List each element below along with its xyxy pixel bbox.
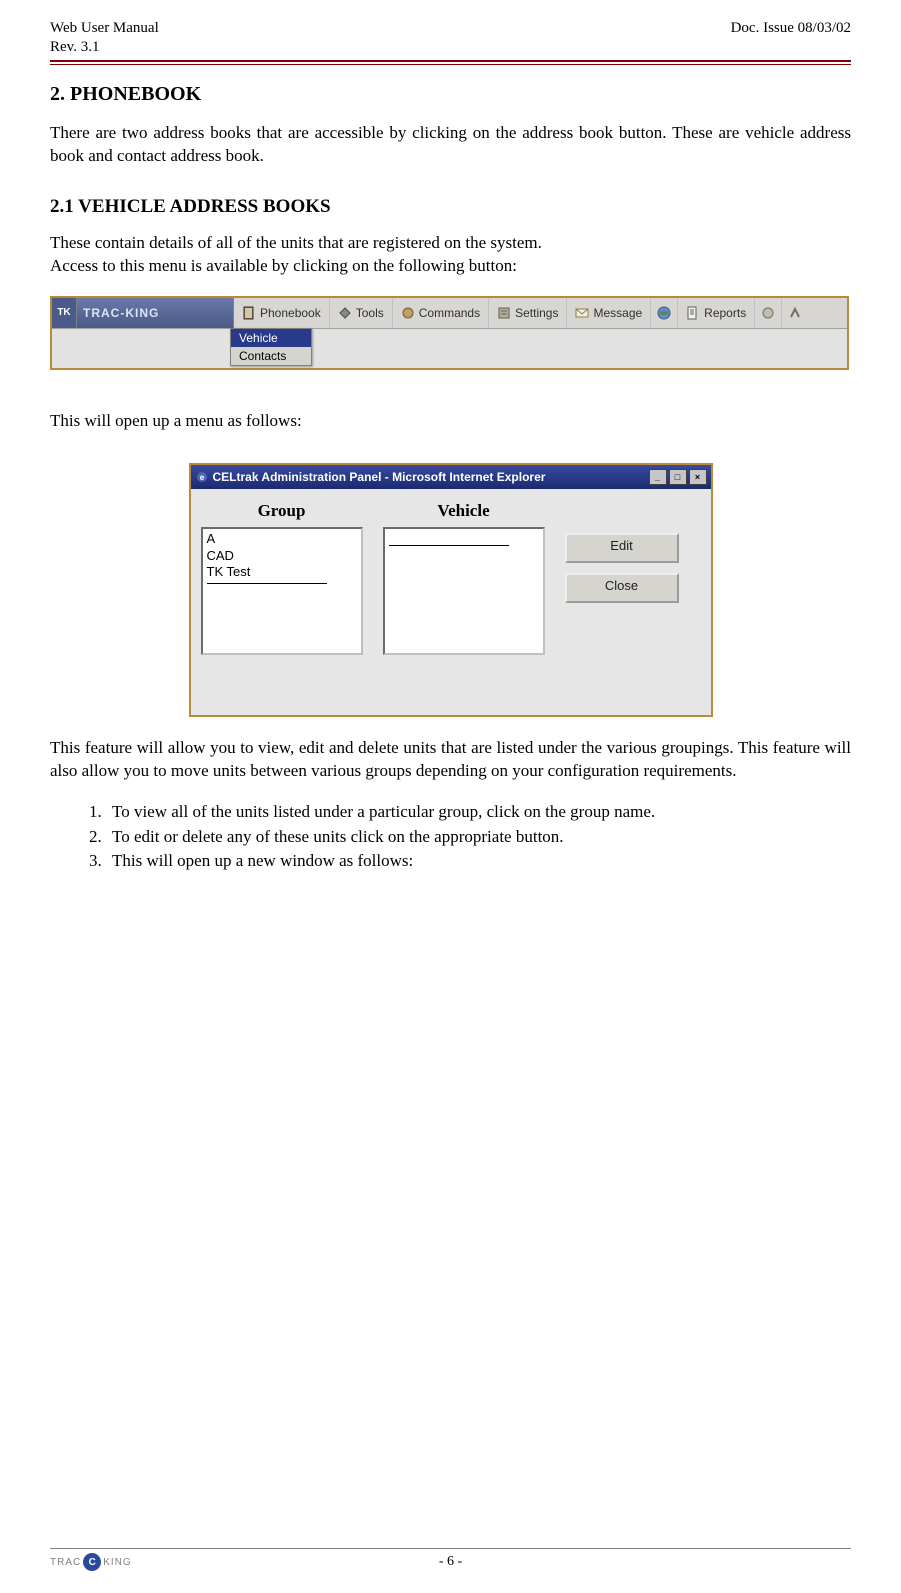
close-button[interactable]: Close: [565, 573, 679, 603]
s21-sc3: OOKS: [276, 196, 331, 217]
group-separator: [207, 583, 327, 584]
maximize-button[interactable]: □: [669, 469, 687, 485]
globe-icon: [657, 306, 671, 320]
toolbar-brand: TRAC-KING: [77, 298, 234, 328]
message-icon: [575, 306, 589, 320]
toolbar-label-commands: Commands: [419, 306, 480, 320]
phonebook-dropdown: Vehicle Contacts: [230, 328, 312, 366]
footer-logo-right: KING: [103, 1557, 131, 1568]
tools-icon: [338, 306, 352, 320]
group-listbox[interactable]: A CAD TK Test: [201, 527, 363, 655]
window-body: Group A CAD TK Test Vehicle: [191, 489, 711, 715]
post-para: This feature will allow you to view, edi…: [50, 737, 851, 783]
header-left-top: Web User Manual: [50, 20, 159, 37]
s21-line2: Access to this menu is available by clic…: [50, 255, 851, 278]
toolbar-item-settings[interactable]: Settings: [489, 298, 567, 328]
toolbar-label-phonebook: Phonebook: [260, 306, 321, 320]
header-row: Web User Manual Doc. Issue 08/03/02: [50, 20, 851, 37]
commands-icon: [401, 306, 415, 320]
reports-icon: [686, 306, 700, 320]
toolbar-item-globe[interactable]: [651, 298, 678, 328]
svg-text:e: e: [199, 473, 204, 482]
toolbar-label-tools: Tools: [356, 306, 384, 320]
s21-num: 2.1 V: [50, 196, 92, 217]
admin-panel-wrap: e CELtrak Administration Panel - Microso…: [50, 463, 851, 717]
toolbar-row: TK TRAC-KING Phonebook Tools Commands: [52, 298, 847, 329]
footer-row: TRAC C KING - 6 - .: [50, 1553, 851, 1571]
group-item-2[interactable]: TK Test: [207, 564, 357, 581]
mid-para: This will open up a menu as follows:: [50, 410, 851, 433]
admin-window: e CELtrak Administration Panel - Microso…: [189, 463, 713, 717]
group-label: Group: [201, 501, 363, 521]
step-2: To edit or delete any of these units cli…: [106, 826, 851, 849]
window-titlebar: e CELtrak Administration Panel - Microso…: [191, 465, 711, 489]
titlebar-left: e CELtrak Administration Panel - Microso…: [195, 470, 546, 484]
vehicle-listbox[interactable]: [383, 527, 545, 655]
section-21-title: 2.1 VEHICLE ADDRESS BOOKS: [50, 196, 851, 218]
page-number: - 6 -: [439, 1554, 462, 1570]
window-buttons: _ □ ×: [649, 469, 707, 485]
vehicle-separator: [389, 545, 509, 546]
toolbar-item-reports[interactable]: Reports: [678, 298, 755, 328]
header-rule: [50, 60, 851, 65]
close-window-button[interactable]: ×: [689, 469, 707, 485]
s21-sc2: DDRESS: [183, 196, 258, 217]
button-column: Edit Close: [565, 533, 679, 603]
section-2-num: 2. P: [50, 83, 82, 105]
toolbar-item-tools[interactable]: Tools: [330, 298, 393, 328]
dropdown-item-contacts[interactable]: Contacts: [231, 347, 311, 365]
section-2-para: There are two address books that are acc…: [50, 122, 851, 168]
extra-icon-2: [788, 306, 802, 320]
group-item-0[interactable]: A: [207, 531, 357, 548]
toolbar-item-commands[interactable]: Commands: [393, 298, 489, 328]
toolbar-label-settings: Settings: [515, 306, 558, 320]
vehicle-column: Vehicle: [383, 501, 545, 655]
footer: TRAC C KING - 6 - .: [50, 1548, 851, 1571]
header-right-top: Doc. Issue 08/03/02: [731, 20, 851, 37]
s21-sc1: EHICLE: [92, 196, 166, 217]
toolbar-screenshot: TK TRAC-KING Phonebook Tools Commands: [50, 296, 849, 370]
group-item-1[interactable]: CAD: [207, 548, 357, 565]
footer-rule: [50, 1548, 851, 1549]
window-columns: Group A CAD TK Test Vehicle: [201, 501, 701, 655]
toolbar-logo-icon: TK: [52, 298, 77, 328]
toolbar-item-phonebook[interactable]: Phonebook: [234, 298, 330, 328]
page-container: Web User Manual Doc. Issue 08/03/02 Rev.…: [0, 0, 901, 1593]
footer-logo-icon: C: [83, 1553, 101, 1571]
edit-button[interactable]: Edit: [565, 533, 679, 563]
extra-icon-1: [761, 306, 775, 320]
footer-logo: TRAC C KING: [50, 1553, 132, 1571]
steps-list: To view all of the units listed under a …: [50, 801, 851, 874]
ie-icon: e: [195, 470, 209, 484]
step-1: To view all of the units listed under a …: [106, 801, 851, 824]
group-column: Group A CAD TK Test: [201, 501, 363, 655]
s21-mid2: B: [258, 196, 275, 217]
header-left-bottom: Rev. 3.1: [50, 39, 851, 56]
minimize-button[interactable]: _: [649, 469, 667, 485]
section-2-title: 2. PHONEBOOK: [50, 83, 851, 106]
footer-logo-left: TRAC: [50, 1557, 81, 1568]
toolbar-item-extra2[interactable]: [782, 298, 808, 328]
toolbar-label-reports: Reports: [704, 306, 746, 320]
s21-line1: These contain details of all of the unit…: [50, 232, 851, 255]
toolbar-label-message: Message: [593, 306, 642, 320]
window-title: CELtrak Administration Panel - Microsoft…: [213, 470, 546, 484]
toolbar-item-extra1[interactable]: [755, 298, 782, 328]
vehicle-label: Vehicle: [383, 501, 545, 521]
phonebook-icon: [242, 306, 256, 320]
s21-mid: A: [166, 196, 183, 217]
step-3: This will open up a new window as follow…: [106, 850, 851, 873]
section-2-sc: HONEBOOK: [82, 83, 201, 105]
toolbar-item-message[interactable]: Message: [567, 298, 651, 328]
dropdown-item-vehicle[interactable]: Vehicle: [231, 329, 311, 347]
settings-icon: [497, 306, 511, 320]
